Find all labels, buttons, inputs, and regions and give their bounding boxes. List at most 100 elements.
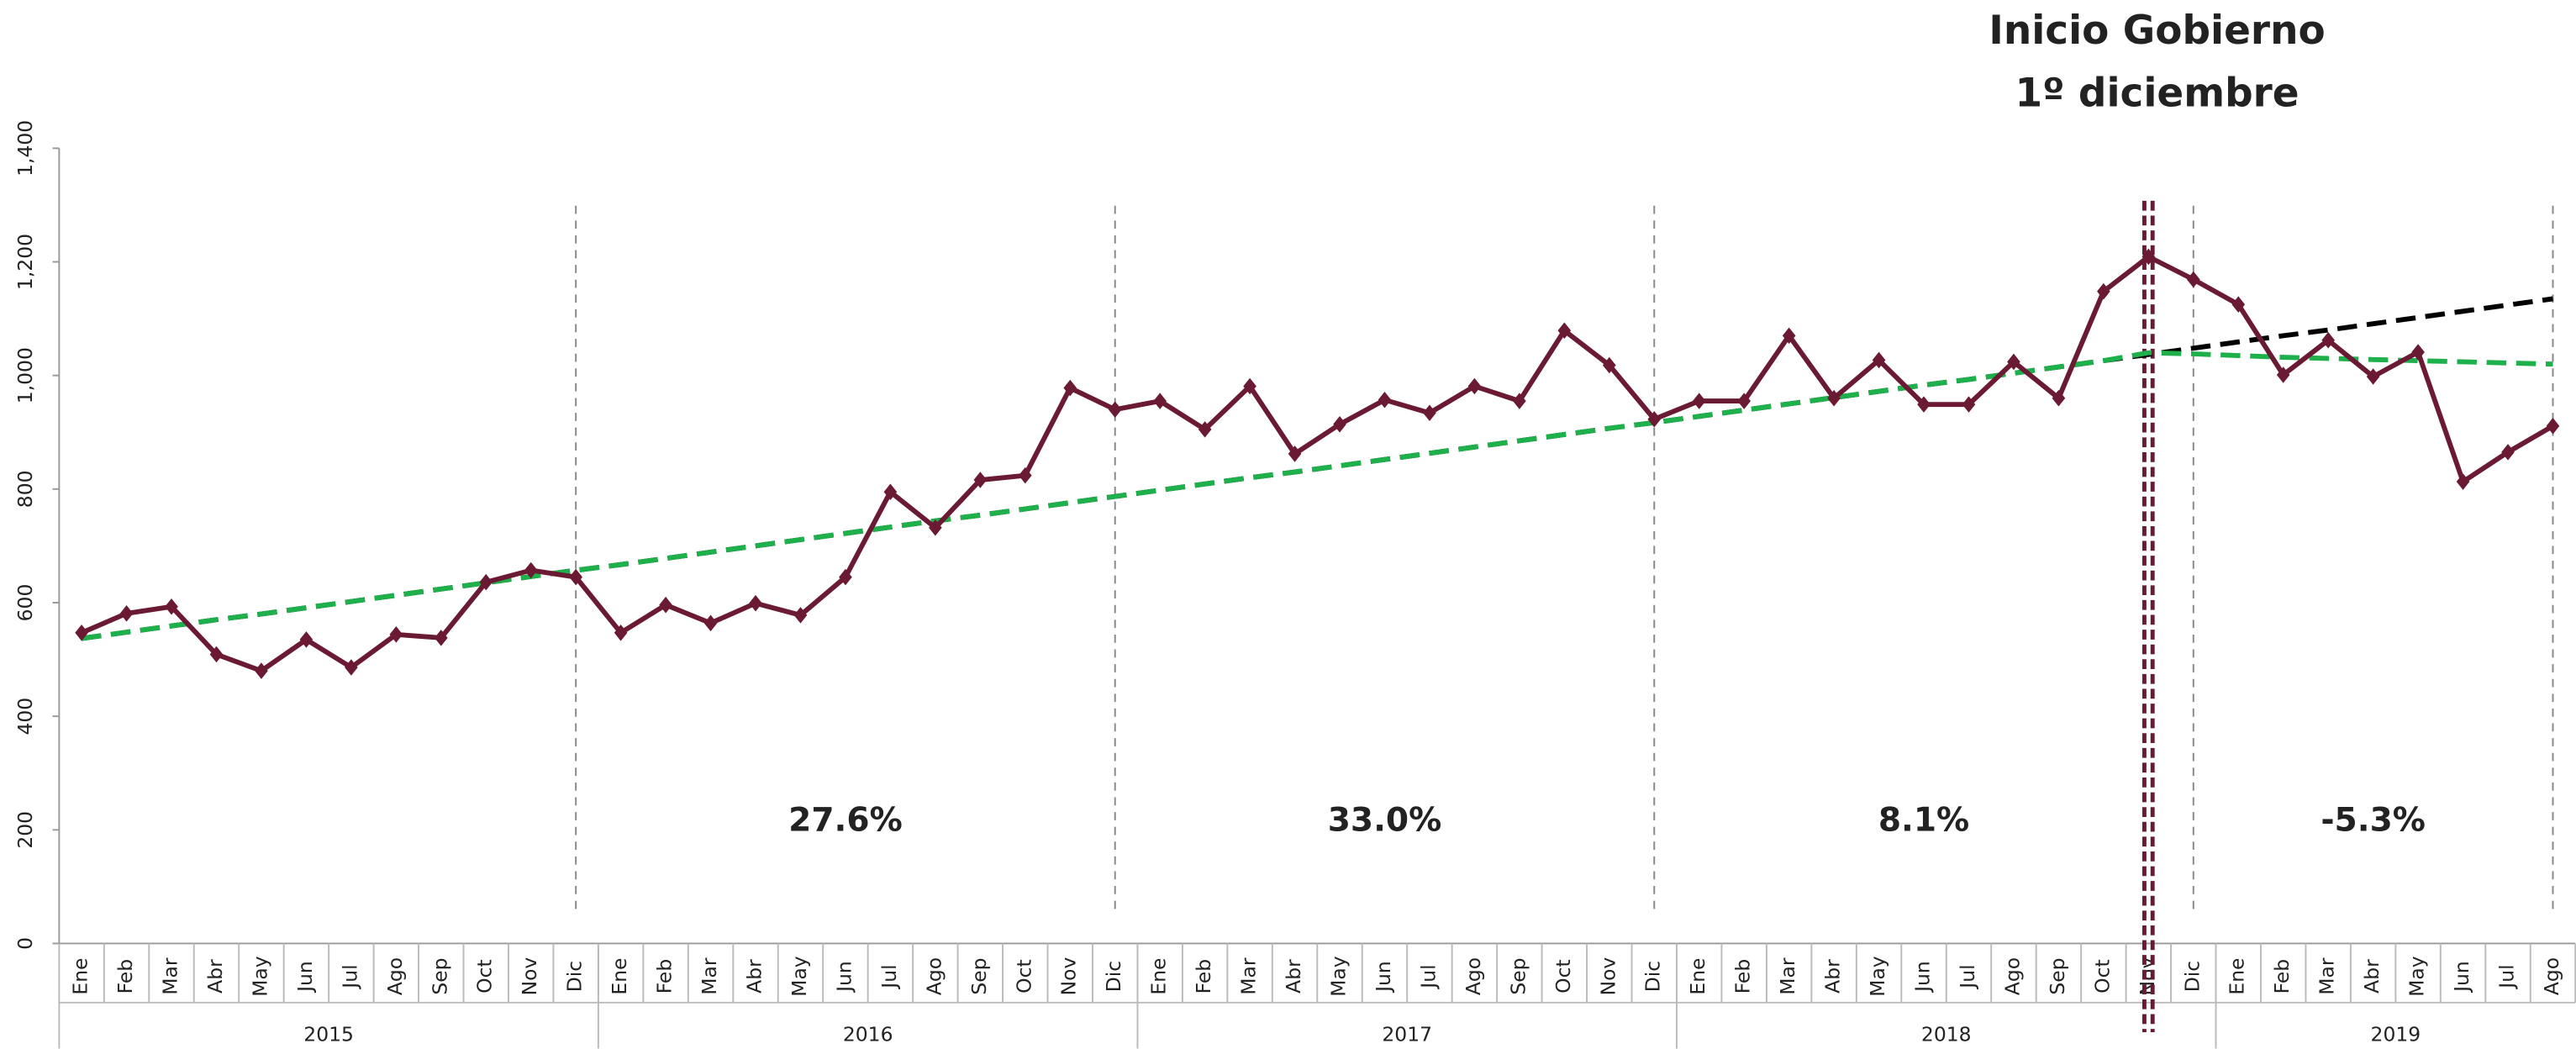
x-tick-label: May [1866,956,1889,997]
data-point [209,646,224,663]
x-tick-label: Feb [1731,959,1755,994]
x-tick-label: Oct [2090,959,2114,994]
x-tick-label: Ago [2000,957,2024,995]
data-point [1917,396,1931,413]
x-tick-label: May [2405,956,2429,997]
x-tick-label: Dic [1641,961,1665,992]
year-label: 2019 [2371,1022,2421,1046]
data-point [1423,404,1436,422]
x-tick-label: Jun [2450,961,2473,994]
data-point [749,594,762,612]
year-label: 2018 [1921,1022,1972,1046]
x-tick-label: Ene [2226,958,2249,995]
data-point [1513,393,1526,409]
x-tick-label: Abr [743,959,766,994]
trend-line [81,350,2553,641]
data-point [2501,444,2515,461]
data-point [2052,389,2066,407]
data-point [1557,322,1572,340]
x-tick-label: Ene [69,958,92,995]
data-point [2411,344,2425,361]
data-point [524,561,538,579]
data-point [1872,351,1886,369]
data-point [1827,389,1841,407]
x-tick-label: Jul [2495,964,2519,989]
data-point [2141,248,2156,266]
data-point [119,605,134,622]
x-tick-label: Nov [1596,957,1620,996]
data-point [1467,377,1482,395]
y-tick-label: 800 [13,470,37,508]
x-tick-label: Sep [2046,957,2069,994]
x-tick-label: Ene [1147,958,1171,995]
x-tick-label: Jun [293,961,317,994]
y-tick-label: 200 [13,811,37,849]
year-label: 2017 [1382,1022,1432,1046]
x-tick-label: Dic [2180,961,2204,992]
period-label: 33.0% [1328,801,1442,839]
data-point [2186,271,2200,288]
x-tick-label: Abr [2360,959,2384,994]
x-tick-label: Abr [203,959,227,994]
data-point [839,568,852,586]
x-tick-label: Nov [2136,957,2159,996]
y-tick-label: 1,400 [13,120,37,177]
period-label: 27.6% [788,801,903,839]
x-tick-label: Abr [1821,959,1845,994]
period-label: 8.1% [1878,801,1969,839]
data-line [80,253,2554,674]
x-tick-label: May [248,956,271,997]
data-point [75,625,88,641]
x-tick-label: Mar [1776,957,1799,995]
y-tick-label: 0 [13,937,37,950]
x-tick-label: Feb [2270,959,2294,994]
data-point [793,607,808,624]
x-tick-label: Oct [1012,959,1035,994]
x-tick-label: Oct [473,959,497,994]
x-tick-label: Sep [967,957,991,994]
y-tick-label: 1,200 [13,234,37,290]
data-point [569,568,582,586]
x-tick-label: Mar [159,957,182,995]
data-point [165,598,178,615]
x-tick-label: Dic [563,961,587,992]
x-tick-label: Mar [2315,957,2339,995]
x-tick-label: Ene [608,958,631,995]
year-label: 2015 [303,1022,354,1046]
x-tick-label: Feb [1192,959,1215,994]
data-point [1692,393,1706,409]
data-point [2546,418,2560,435]
data-point [1153,393,1167,409]
x-tick-label: May [788,956,811,997]
x-tick-label: Jun [1372,961,1395,994]
data-point [659,596,672,614]
x-tick-label: Feb [653,959,677,994]
data-point [703,614,718,632]
data-point [1962,396,1976,413]
data-point [2456,473,2470,490]
data-point [1198,421,1212,438]
x-tick-label: Ago [1462,957,1485,995]
x-tick-label: Oct [1551,959,1575,994]
data-point [434,630,448,646]
x-tick-label: Nov [1057,957,1081,996]
x-tick-label: Jun [832,961,856,994]
data-point [1737,393,1751,409]
year-label: 2016 [843,1022,893,1046]
x-tick-label: Mar [1237,957,1261,995]
x-tick-label: Sep [428,957,451,994]
y-tick-label: 400 [13,698,37,735]
x-tick-label: Nov [518,957,541,996]
x-tick-label: Mar [698,957,721,995]
data-point [299,631,313,648]
data-point [973,472,988,488]
y-tick-label: 1,000 [13,347,37,403]
data-point [1108,401,1122,418]
x-tick-label: Jul [1956,964,1979,989]
x-tick-label: Sep [1506,957,1530,994]
x-tick-label: Ago [383,957,407,995]
data-point [1243,377,1256,395]
y-tick-label: 600 [13,584,37,622]
